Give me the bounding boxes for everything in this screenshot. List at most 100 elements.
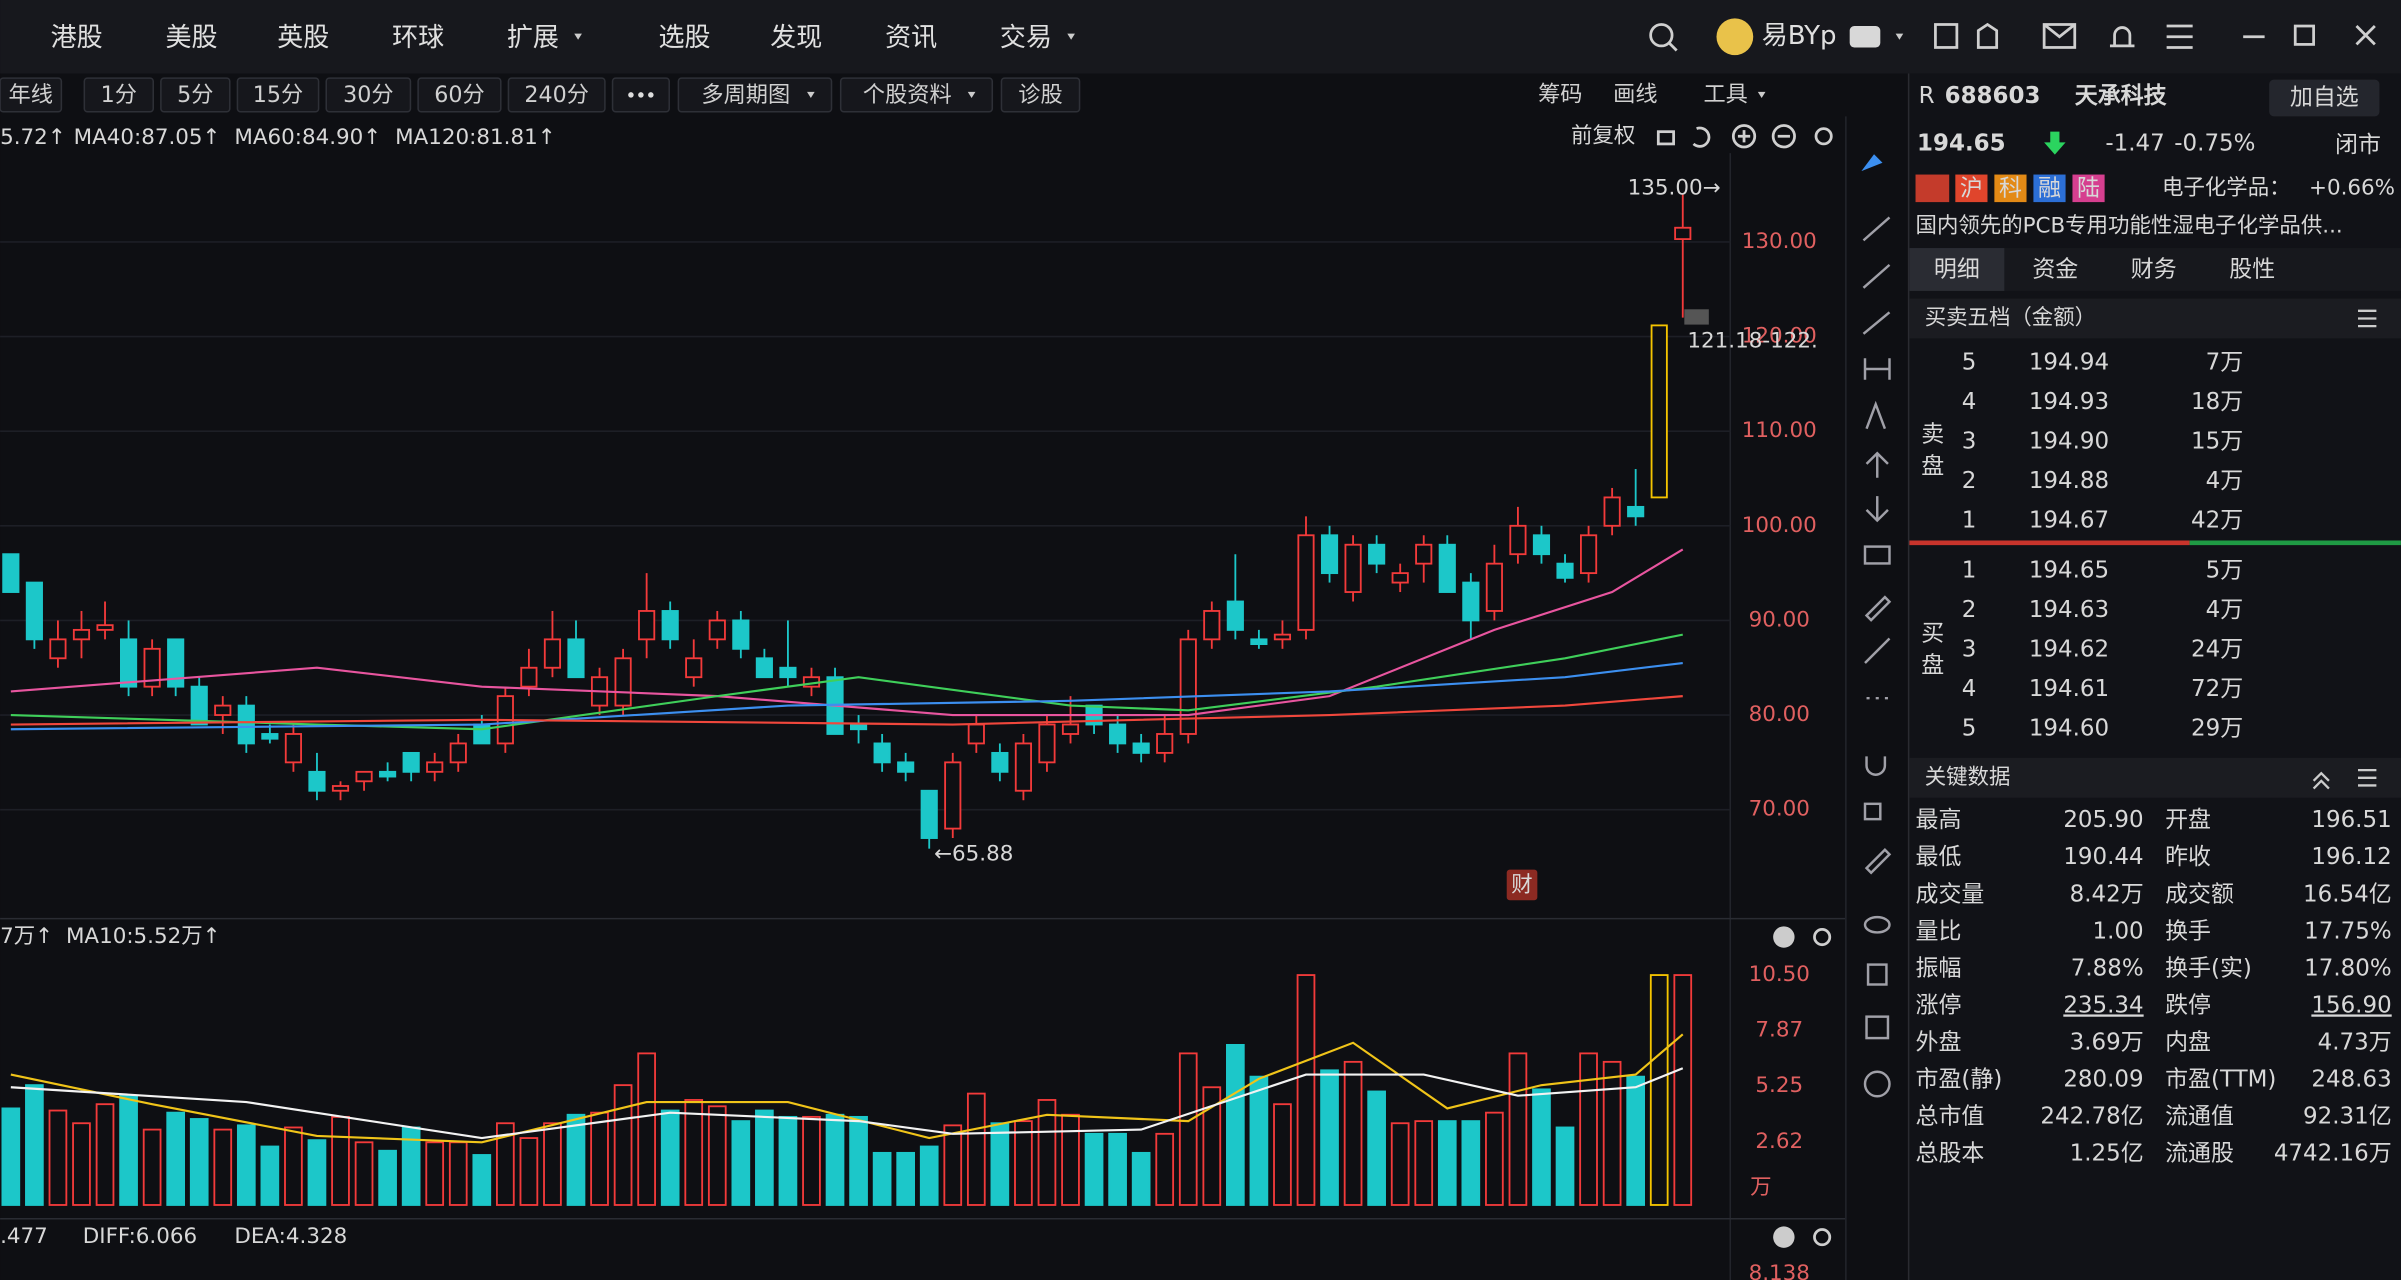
candle-body [850,723,868,731]
key-label: 总市值 [1916,1104,1985,1130]
last-price: 194.65 [1917,130,2006,156]
nav-item[interactable]: 环球 [392,23,444,53]
volume-bar [896,1151,916,1206]
y-tick-label: 130.00 [1742,229,1817,254]
macd-tick: 8.138 [1749,1261,1810,1280]
key-label: 跌停 [2165,992,2211,1018]
key-label: 外盘 [1916,1029,1962,1055]
book-volume: 5万 [2206,558,2244,584]
watch-button[interactable]: 加自选 [2290,84,2359,110]
candle-body [661,610,679,641]
sector-pct: +0.66% [2309,175,2395,200]
dropdown-caret [1757,91,1766,98]
period-button[interactable]: 15分 [253,82,303,108]
dropdown-caret [967,91,976,98]
volume-bar [1390,1122,1410,1206]
macd-label: .477 [0,1224,48,1249]
toolbar-link[interactable]: 工具 [1703,81,1747,107]
key-label: 市盈(TTM) [2165,1067,2276,1093]
stock-tag-frame [1994,174,2027,203]
volume-bar [943,1124,963,1206]
legend-entry: 5.72↑ [0,125,66,150]
more-dot [628,92,634,98]
tab[interactable]: 资金 [2032,257,2078,283]
candle-body [355,770,373,783]
nav-item[interactable]: 港股 [51,23,103,53]
period-button[interactable]: 30分 [343,82,393,108]
cursor-box [1684,309,1709,325]
candle-body [732,619,750,650]
period-button[interactable]: 年线 [9,82,53,108]
drawing-tools [1861,154,1892,1098]
nav-item[interactable]: 美股 [165,23,217,53]
candle-body [1203,610,1221,641]
candle-body [214,704,232,716]
toolbar-link[interactable]: 筹码 [1538,81,1582,107]
dropdown-caret [1067,33,1075,40]
tab[interactable]: 财务 [2131,257,2177,283]
nav-item[interactable]: 发现 [770,23,822,53]
nav-item[interactable]: 资讯 [885,23,937,53]
volume-bar [660,1109,680,1206]
legend-entry: 7万↑ [0,924,53,949]
watch-button-frame [2269,79,2380,117]
nav-item[interactable]: 选股 [659,23,711,53]
more-dot [648,92,654,98]
candle-body [331,785,350,792]
book-level: 4 [1962,389,1977,415]
tab[interactable]: 股性 [2229,257,2275,283]
key-value: 8.42万 [2070,881,2144,907]
period-button[interactable]: 5分 [177,82,213,108]
volume-bar [284,1126,303,1206]
volume-bar [990,1122,1010,1206]
candle-body [379,770,397,778]
volume-bar [331,1115,350,1206]
finance-badge[interactable]: 财 [1511,873,1532,898]
volume-bar [1014,1120,1033,1206]
volume-bar [48,1109,68,1206]
book-level: 1 [1962,558,1977,584]
y-tick-label: 120.00 [1742,324,1817,349]
candle-body [2,553,20,593]
book-price: 194.93 [2029,389,2109,415]
adjust-label[interactable]: 前复权 [1571,123,1635,148]
dropdown-button[interactable]: 个股资料 [863,82,952,108]
volume-bar [1037,1099,1057,1206]
toolbar-link[interactable]: 画线 [1613,81,1657,107]
y-tick-label: 2.62 [1755,1129,1803,1154]
candle-body [1462,581,1480,622]
period-button[interactable]: 60分 [434,82,484,108]
down-arrow [2044,131,2066,155]
market-tag: R [1919,83,1935,109]
key-value: 17.80% [2304,955,2392,981]
y-tick-label: 10.50 [1749,962,1810,987]
tab[interactable]: 明细 [1934,257,1980,283]
user-name[interactable]: 易BYp [1762,21,1837,51]
nav-item[interactable]: 英股 [277,23,329,53]
candle-body [1109,723,1127,745]
side-label: 卖盘 [1917,421,1943,485]
nav-item[interactable]: 交易 [1000,23,1052,53]
legend-entry: MA40:87.05↑ [74,125,221,150]
stock-tag-frame [2033,174,2066,203]
volume-bar [1320,1069,1339,1206]
dropdown-button[interactable]: 多周期图 [701,82,790,108]
period-button[interactable]: 240分 [524,82,589,108]
cmw-tag [1915,174,1950,203]
diagnose-button[interactable]: 诊股 [1018,82,1062,108]
volume-bar [1155,1132,1175,1206]
candle-body [543,638,562,669]
volume-bar [543,1122,562,1206]
volume-bar [731,1120,751,1206]
volume-bar [1131,1151,1151,1206]
book-price: 194.61 [2029,676,2109,702]
key-label: 涨停 [1916,992,1962,1018]
candle-body [755,657,773,679]
nav-item[interactable]: 扩展 [507,23,559,53]
key-label: 成交额 [2165,881,2234,907]
period-button[interactable]: 1分 [101,82,137,108]
candle-body [96,624,114,631]
book-price: 194.65 [2029,558,2109,584]
candle-body [120,638,138,688]
volume-bar [1249,1075,1269,1206]
